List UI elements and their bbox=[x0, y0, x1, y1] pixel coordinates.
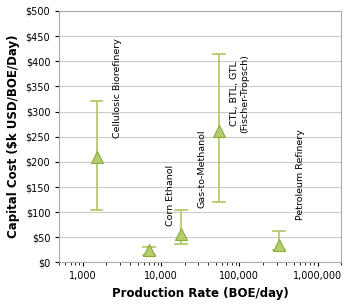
Text: Petroleum Refinery: Petroleum Refinery bbox=[296, 129, 305, 220]
Y-axis label: Capital Cost ($k USD/BOE/Day): Capital Cost ($k USD/BOE/Day) bbox=[7, 35, 20, 239]
Text: Corn Ethanol: Corn Ethanol bbox=[166, 164, 175, 226]
Text: Gas-to-Methanol: Gas-to-Methanol bbox=[197, 129, 206, 208]
X-axis label: Production Rate (BOE/day): Production Rate (BOE/day) bbox=[112, 287, 289, 300]
Text: Cellulosic Biorefinery: Cellulosic Biorefinery bbox=[113, 39, 122, 138]
Text: CTL, BTL, GTL
(Fischer-Tropsch): CTL, BTL, GTL (Fischer-Tropsch) bbox=[230, 54, 249, 133]
